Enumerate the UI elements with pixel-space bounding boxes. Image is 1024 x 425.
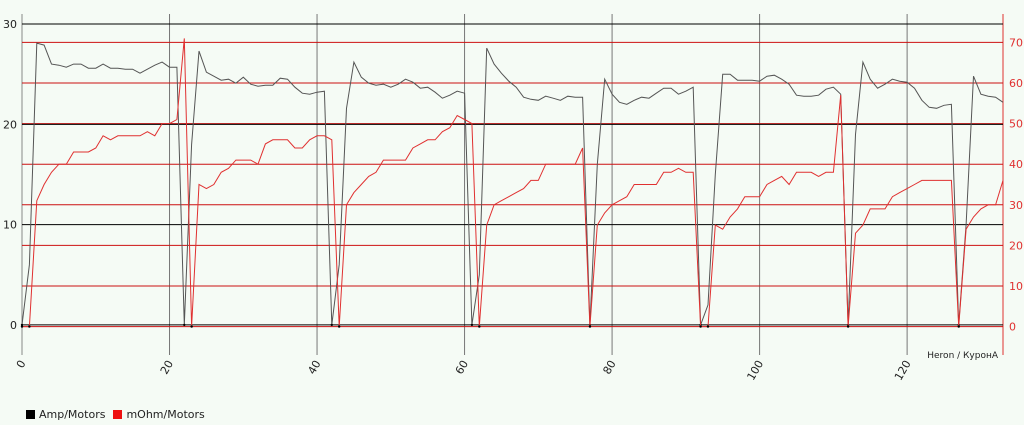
- zero-point: [331, 324, 333, 326]
- zero-point: [847, 325, 849, 327]
- y-left-tick-label: 20: [3, 118, 17, 131]
- legend-item-mohm: mOhm/Motors: [113, 408, 204, 421]
- y-right-tick-label: 20: [1009, 239, 1023, 252]
- y-right-tick-label: 50: [1009, 118, 1023, 131]
- y-right-tick-label: 10: [1009, 280, 1023, 293]
- legend-label-amp: Amp/Motors: [39, 408, 105, 421]
- y-right-tick-label: 0: [1009, 321, 1016, 334]
- zero-point: [183, 324, 185, 326]
- zero-point: [190, 325, 192, 327]
- zero-point: [28, 325, 30, 327]
- legend-item-amp: Amp/Motors: [26, 408, 105, 421]
- x-tick-label: 0: [14, 358, 29, 371]
- y-right-tick-label: 30: [1009, 199, 1023, 212]
- x-tick-label: 100: [744, 358, 766, 383]
- x-tick-label: 80: [600, 358, 618, 377]
- y-left-tick-label: 0: [10, 319, 17, 332]
- y-left-tick-label: 10: [3, 219, 17, 232]
- zero-point: [958, 325, 960, 327]
- zero-point: [707, 325, 709, 327]
- legend-swatch-mohm: [113, 410, 122, 419]
- grid-layer: [22, 14, 1003, 355]
- y-right-tick-label: 60: [1009, 77, 1023, 90]
- y-left-tick-label: 30: [3, 18, 17, 31]
- x-tick-label: 120: [892, 358, 914, 383]
- chart-annotation: Heron / КуронА: [927, 351, 999, 361]
- zero-point: [338, 325, 340, 327]
- x-tick-label: 40: [305, 358, 323, 377]
- zero-point: [699, 325, 701, 327]
- zero-point: [21, 325, 23, 327]
- zero-point: [589, 325, 591, 327]
- series-layer: [21, 38, 1003, 327]
- x-tick-label: 60: [453, 358, 471, 377]
- legend: Amp/Motors mOhm/Motors: [26, 408, 213, 421]
- x-tick-label: 20: [158, 358, 176, 377]
- legend-label-mohm: mOhm/Motors: [126, 408, 204, 421]
- zero-point: [478, 325, 480, 327]
- y-right-tick-label: 40: [1009, 158, 1023, 171]
- y-right-tick-label: 70: [1009, 36, 1023, 49]
- tick-layer: 0 20 40 60 80 100 120 0 10 20 30 40 50 60 70 0 10 20 30: [3, 18, 1023, 383]
- legend-swatch-amp: [26, 410, 35, 419]
- zero-point: [471, 324, 473, 326]
